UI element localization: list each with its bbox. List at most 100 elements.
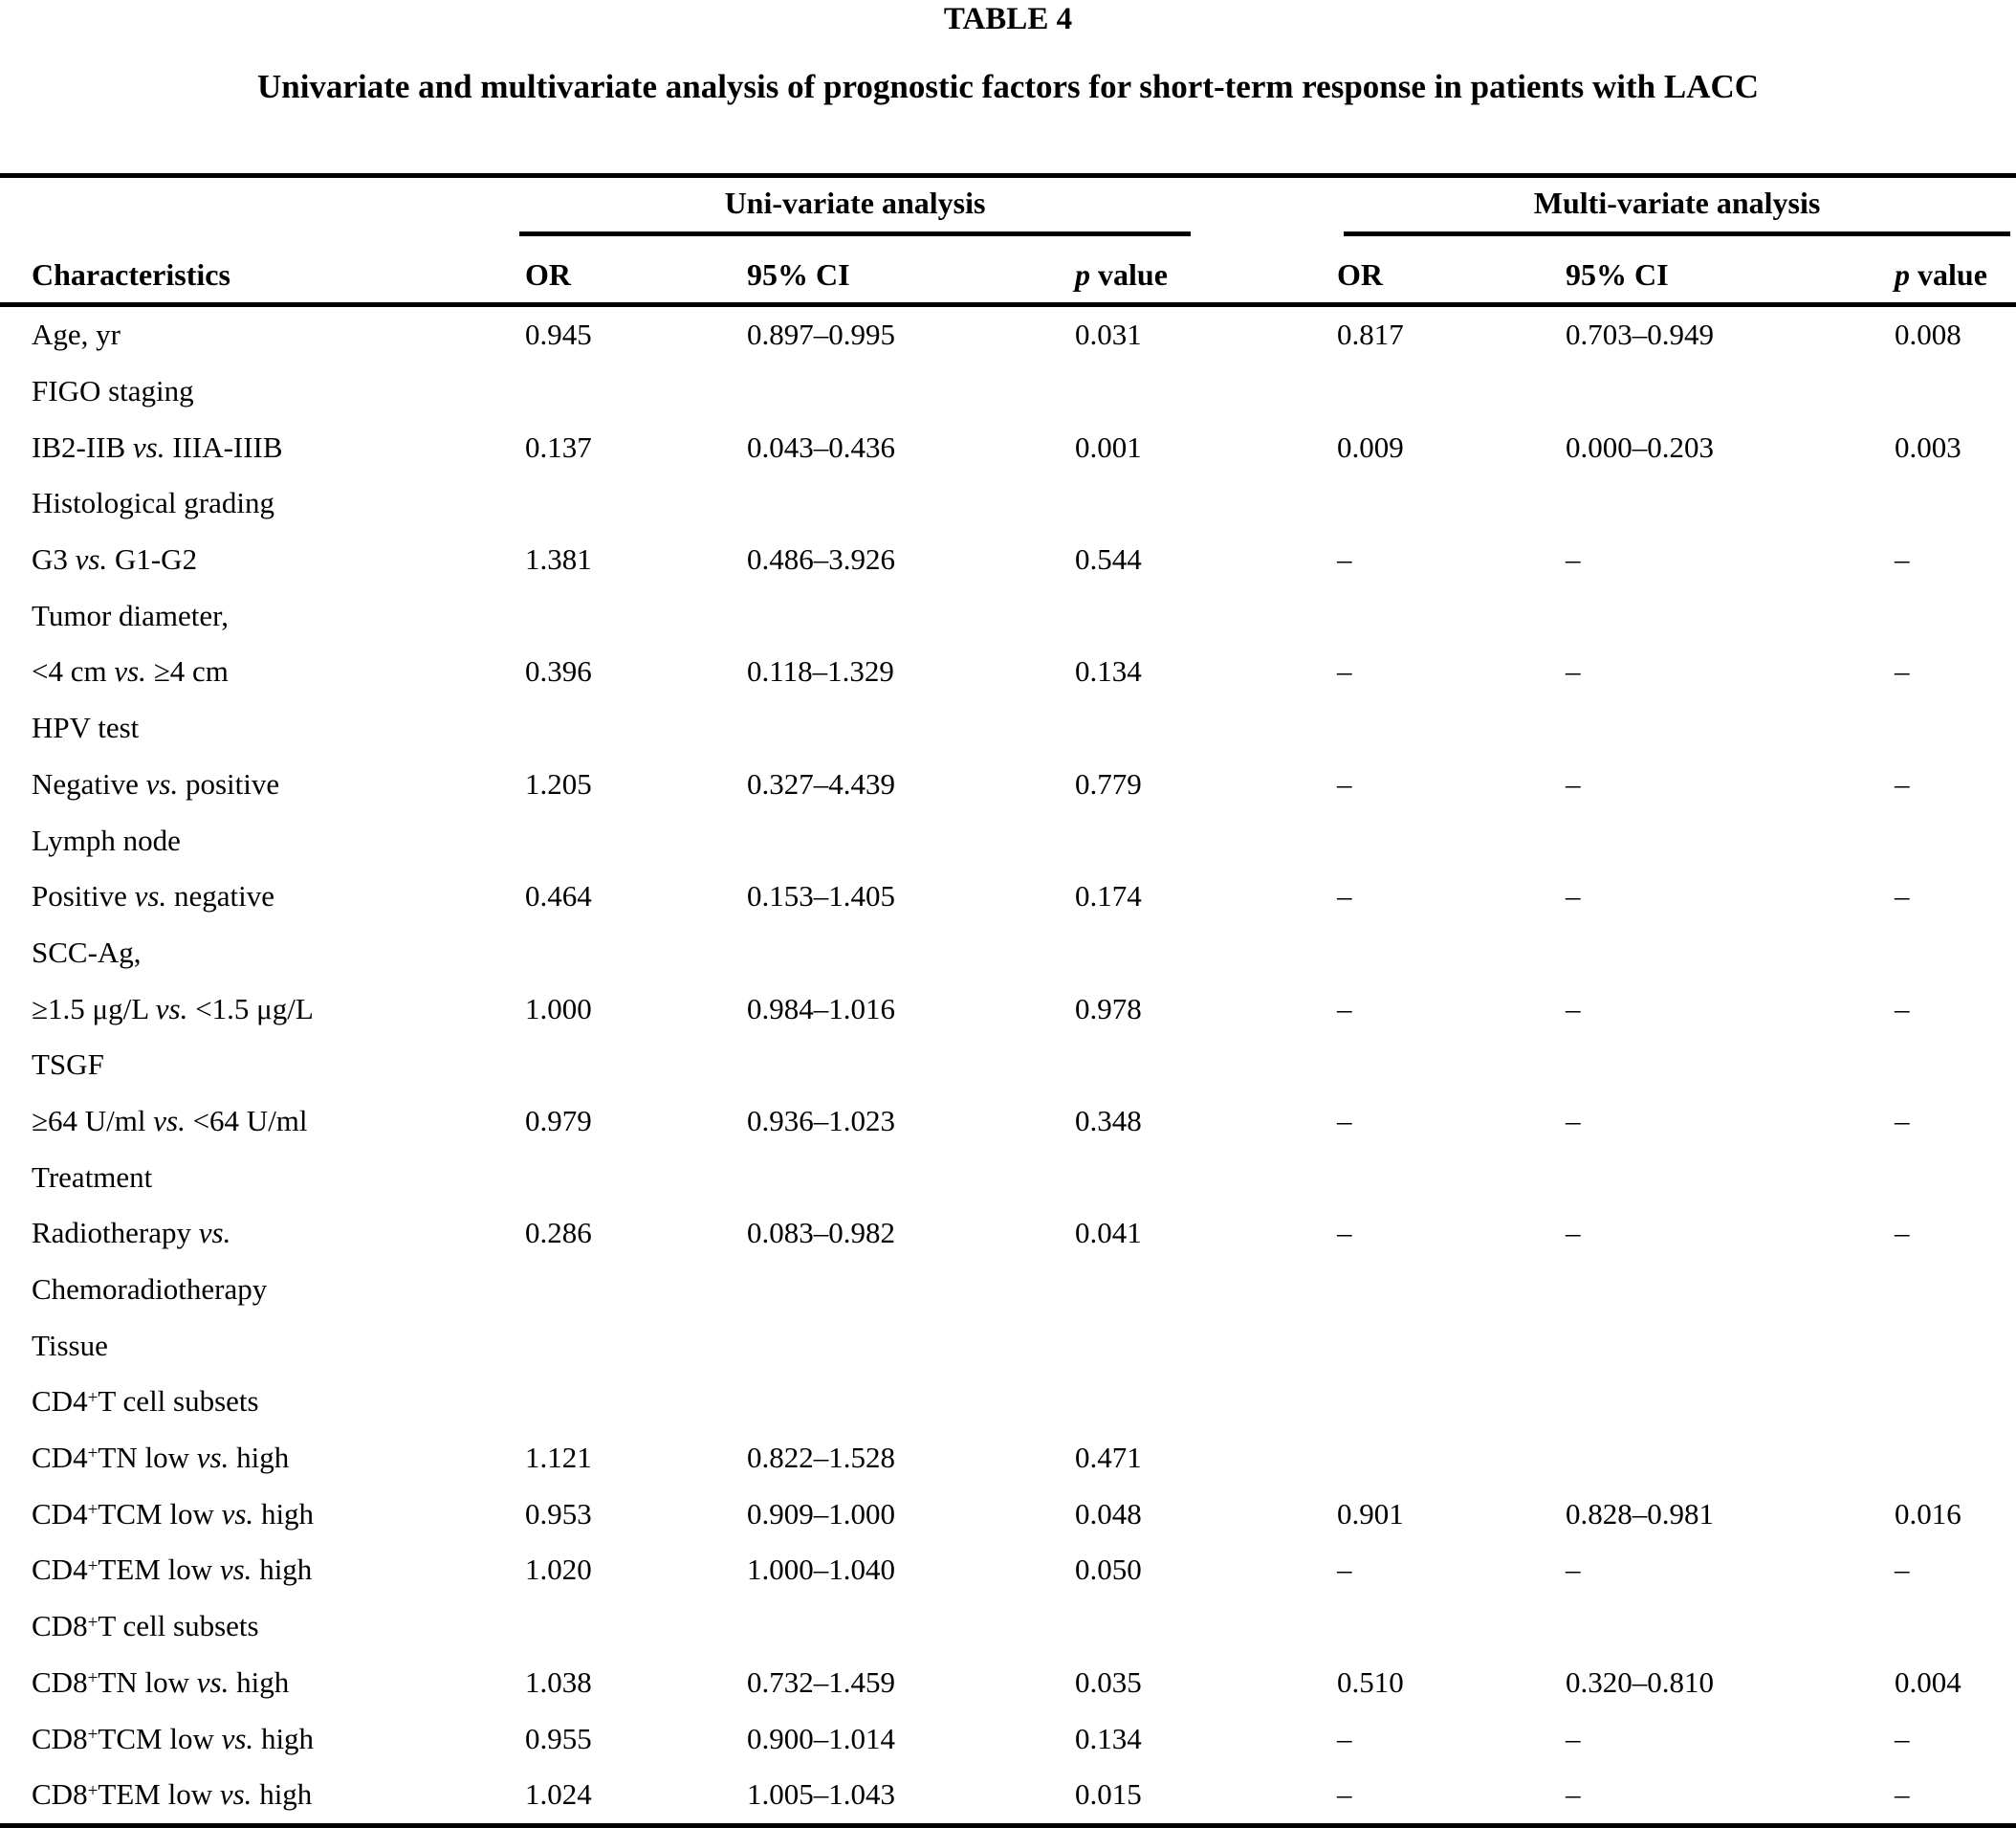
cell-multi-p	[1895, 475, 2016, 532]
cell-uni-ci	[747, 700, 1075, 757]
column-header-multi-ci: 95% CI	[1566, 233, 1895, 307]
cell-characteristic: FIGO staging	[32, 374, 194, 408]
cell-multi-ci	[1566, 363, 1895, 420]
cell-multi-or: –	[1337, 1216, 1352, 1250]
cell-uni-p	[1075, 812, 1337, 869]
cell-characteristic: Tissue	[32, 1328, 108, 1362]
table-title: TABLE 4	[943, 2, 1073, 36]
cell-uni-ci: 0.153–1.405	[747, 879, 895, 914]
cell-characteristic: G3 vs. G1-G2	[32, 542, 198, 577]
cell-multi-ci	[1566, 812, 1895, 869]
cell-multi-p: –	[1895, 879, 1910, 914]
cell-uni-ci	[747, 812, 1075, 869]
cell-multi-or	[1337, 1262, 1566, 1318]
cell-uni-or	[525, 1317, 747, 1374]
cell-uni-ci: 0.909–1.000	[747, 1496, 895, 1531]
cell-uni-p: 0.001	[1075, 429, 1142, 464]
cell-multi-or	[1337, 1317, 1566, 1374]
cell-uni-ci: 1.000–1.040	[747, 1553, 895, 1587]
cell-multi-or: 0.817	[1337, 318, 1404, 352]
cell-multi-p: –	[1895, 1721, 1910, 1755]
table-row: ≥1.5 μg/L vs. <1.5 μg/L 1.000 0.984–1.016 0…	[0, 980, 2016, 1037]
cell-uni-p	[1075, 700, 1337, 757]
group-header-spacer	[0, 176, 525, 234]
column-header-multi-or: OR	[1337, 233, 1567, 307]
table-row: G3 vs. G1-G2 1.381 0.486–3.926 0.544 – – –	[0, 532, 2016, 588]
cell-multi-p: –	[1895, 542, 1910, 577]
cell-multi-p: –	[1895, 1216, 1910, 1250]
cell-uni-ci: 0.043–0.436	[747, 429, 895, 464]
cell-multi-or	[1337, 812, 1566, 869]
cell-multi-ci	[1566, 1037, 1895, 1093]
cell-uni-p: 0.031	[1075, 318, 1142, 352]
group-header-row: Uni-variate analysis Multi-variate analy…	[0, 176, 2016, 236]
cell-multi-p	[1895, 925, 2016, 981]
cell-multi-ci: 0.320–0.810	[1566, 1664, 1715, 1699]
prognostic-factors-table: Uni-variate analysis Multi-variate analy…	[0, 173, 2016, 1828]
table-row: CD4+TN low vs. high 1.121 0.822–1.528 0.471	[0, 1430, 2016, 1487]
cell-multi-ci	[1566, 1317, 1895, 1374]
group-header-univariate: Uni-variate analysis	[519, 176, 1192, 236]
table-row: CD4+TCM low vs. high 0.953 0.909–1.000 0.04…	[0, 1486, 2016, 1542]
cell-multi-p: 0.016	[1895, 1496, 1961, 1531]
column-header-multi-pvalue: p value	[1895, 233, 2016, 307]
cell-multi-ci	[1566, 925, 1895, 981]
cell-multi-or: –	[1337, 766, 1352, 801]
cell-uni-ci: 0.984–1.016	[747, 991, 895, 1025]
cell-uni-or: 0.945	[525, 318, 592, 352]
cell-uni-or	[525, 1374, 747, 1430]
cell-multi-or: 0.510	[1337, 1664, 1404, 1699]
cell-uni-p: 0.544	[1075, 542, 1142, 577]
cell-uni-or: 0.286	[525, 1216, 592, 1250]
table-row: Treatment	[0, 1149, 2016, 1205]
cell-characteristic: CD4+TN low vs. high	[32, 1441, 290, 1475]
cell-multi-ci: 0.828–0.981	[1566, 1496, 1715, 1531]
cell-multi-or	[1337, 475, 1566, 532]
column-header-uni-or: OR	[525, 233, 747, 307]
cell-uni-p: 0.471	[1075, 1441, 1142, 1475]
cell-uni-p	[1075, 363, 1337, 420]
cell-multi-or	[1337, 1149, 1566, 1205]
cell-characteristic: SCC-Ag,	[32, 935, 142, 969]
cell-uni-ci: 0.327–4.439	[747, 766, 895, 801]
table-row: Negative vs. positive 1.205 0.327–4.439 0.7…	[0, 757, 2016, 813]
table-row: Age, yr 0.945 0.897–0.995 0.031 0.817 0.703–0…	[0, 305, 2016, 363]
cell-uni-or	[525, 925, 747, 981]
cell-characteristic: ≥1.5 μg/L vs. <1.5 μg/L	[32, 991, 314, 1025]
cell-multi-ci: –	[1566, 1777, 1581, 1812]
group-header-univariate-cell: Uni-variate analysis	[519, 176, 1337, 236]
cell-uni-or	[525, 363, 747, 420]
cell-uni-or	[525, 700, 747, 757]
cell-uni-ci: 0.936–1.023	[747, 1103, 895, 1137]
cell-uni-or	[525, 812, 747, 869]
cell-multi-or: –	[1337, 542, 1352, 577]
cell-multi-p	[1895, 363, 2016, 420]
cell-multi-p	[1895, 700, 2016, 757]
cell-characteristic: CD4+TEM low vs. high	[32, 1553, 313, 1587]
table-row: Histological grading	[0, 475, 2016, 532]
column-header-characteristics: Characteristics	[0, 233, 525, 307]
cell-multi-or: –	[1337, 654, 1352, 689]
table-row: Lymph node	[0, 812, 2016, 869]
table-head: Uni-variate analysis Multi-variate analy…	[0, 176, 2016, 307]
cell-characteristic: Lymph node	[32, 823, 181, 857]
cell-uni-or	[525, 1037, 747, 1093]
cell-uni-p	[1075, 1262, 1337, 1318]
cell-characteristic: Treatment	[32, 1159, 153, 1194]
cell-uni-ci: 0.897–0.995	[747, 318, 895, 352]
cell-multi-p	[1895, 1598, 2016, 1655]
table-row: CD8+T cell subsets	[0, 1598, 2016, 1655]
cell-uni-p: 0.050	[1075, 1553, 1142, 1587]
cell-multi-ci: –	[1566, 1103, 1581, 1137]
cell-multi-p: 0.004	[1895, 1664, 1961, 1699]
cell-uni-ci	[747, 1598, 1075, 1655]
cell-uni-p: 0.779	[1075, 766, 1142, 801]
table-row: Radiotherapy vs. 0.286 0.083–0.982 0.041 – – –	[0, 1205, 2016, 1262]
table-row: Tissue	[0, 1317, 2016, 1374]
cell-multi-or: –	[1337, 1777, 1352, 1812]
cell-uni-ci: 0.486–3.926	[747, 542, 895, 577]
cell-uni-p: 0.015	[1075, 1777, 1142, 1812]
cell-multi-or	[1337, 587, 1566, 644]
cell-uni-p	[1075, 587, 1337, 644]
